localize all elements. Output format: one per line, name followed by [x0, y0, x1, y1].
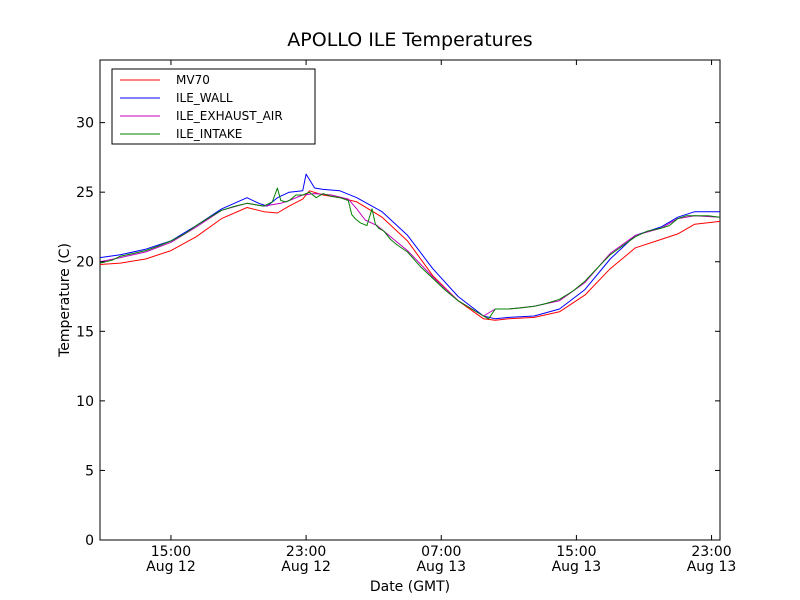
x-axis-label: Date (GMT)	[370, 579, 450, 595]
series-line-mv70	[99, 190, 721, 321]
y-tick-label: 5	[85, 463, 94, 479]
legend: MV70 ILE_WALL ILE_EXHAUST_AIR ILE_INTAKE	[111, 68, 316, 145]
y-tick-label: 15	[76, 324, 94, 340]
legend-label: ILE_INTAKE	[176, 127, 242, 141]
x-tick-label-time: 23:00	[286, 544, 326, 560]
x-tick-label-date: Aug 13	[687, 559, 737, 575]
y-tick-label: 0	[85, 533, 94, 549]
legend-box	[111, 68, 316, 145]
legend-label: ILE_WALL	[176, 91, 233, 105]
x-tick-label-date: Aug 13	[552, 559, 602, 575]
legend-label: ILE_EXHAUST_AIR	[176, 109, 283, 123]
x-tick-label-time: 23:00	[691, 544, 731, 560]
y-tick-label: 10	[76, 394, 94, 410]
y-tick-label: 20	[76, 255, 94, 271]
legend-label: MV70	[176, 73, 210, 87]
series-line-ile-intake	[99, 187, 721, 320]
x-tick-label-date: Aug 12	[281, 559, 331, 575]
legend-items: MV70 ILE_WALL ILE_EXHAUST_AIR ILE_INTAKE	[120, 73, 283, 141]
x-tick-label-date: Aug 12	[146, 559, 196, 575]
x-tick-label-time: 15:00	[151, 544, 191, 560]
chart-title: APOLLO ILE Temperatures	[287, 29, 532, 51]
y-tick-label: 30	[76, 116, 94, 132]
series-layer	[99, 173, 721, 321]
x-tick-label-time: 15:00	[556, 544, 596, 560]
y-axis-ticks: 0 5 10 15 20 25 30	[76, 116, 720, 549]
x-tick-label-time: 07:00	[421, 544, 461, 560]
y-axis-label: Temperature (C)	[57, 243, 73, 358]
y-tick-label: 25	[76, 185, 94, 201]
series-line-ile-wall	[99, 173, 720, 320]
x-tick-label-date: Aug 13	[416, 559, 466, 575]
